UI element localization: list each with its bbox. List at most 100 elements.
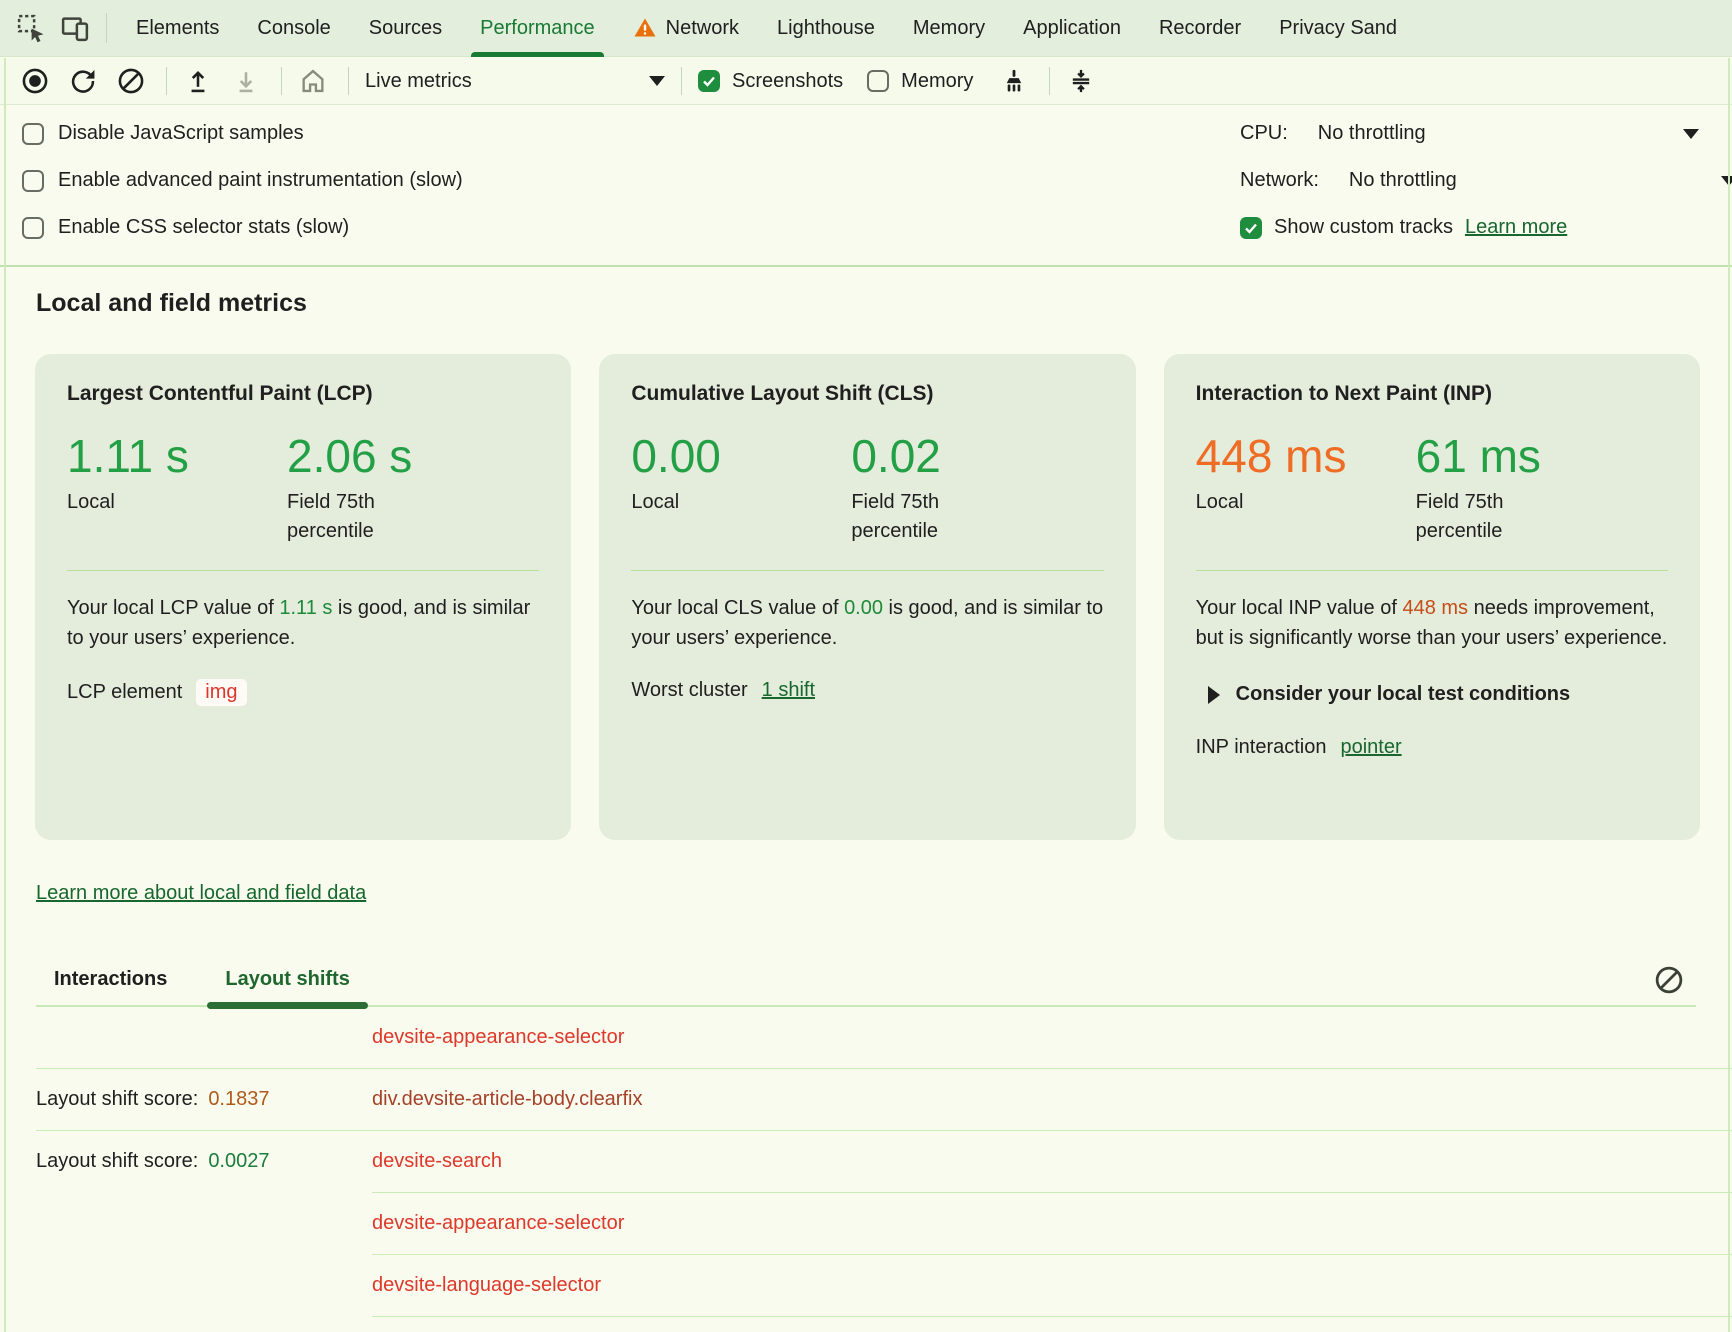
lcp-field-label: Field 75th percentile [287, 491, 375, 542]
row-divider [372, 1316, 1732, 1317]
tab-sources[interactable]: Sources [368, 16, 443, 39]
triangle-right-icon [1207, 685, 1220, 704]
inp-field-value: 61 ms [1415, 430, 1541, 482]
cls-local-value: 0.00 [631, 430, 721, 482]
view-mode-value: Live metrics [365, 69, 472, 92]
tab-performance[interactable]: Performance [461, 0, 614, 57]
inp-card-title: Interaction to Next Paint (INP) [1195, 382, 1493, 405]
node-link[interactable]: devsite-language-selector [372, 1274, 602, 1296]
clear-log-icon[interactable] [1654, 965, 1684, 995]
local-field-data-learn-more-link[interactable]: Learn more about local and field data [36, 882, 367, 904]
chevron-down-icon [1721, 176, 1732, 186]
node-link[interactable]: div.devsite-article-body.clearfix [372, 1088, 643, 1110]
collapse-sections-icon[interactable] [1066, 66, 1096, 96]
card-divider [631, 570, 1104, 571]
tab-elements[interactable]: Elements [136, 16, 220, 39]
inp-description: Your local INP value of 448 ms needs imp… [1195, 597, 1668, 649]
score-value: 0.1837 [208, 1088, 270, 1110]
toolbar-separator [281, 67, 282, 95]
download-profile-icon[interactable] [231, 66, 261, 96]
tab-lighthouse[interactable]: Lighthouse [777, 16, 875, 39]
card-divider [67, 570, 540, 571]
worst-cluster-link[interactable]: 1 shift [761, 679, 816, 701]
local-test-conditions-disclosure[interactable]: Consider your local test conditions [1196, 683, 1668, 706]
cpu-throttling-select[interactable]: CPU: No throttling [1240, 110, 1732, 157]
cpu-throttling-value: No throttling [1317, 122, 1426, 144]
performance-toolbar: Live metrics Screenshots Memory [0, 58, 1732, 105]
layout-shifts-table: devsite-appearance-selector Layout shift… [36, 1007, 1732, 1332]
advanced-paint-checkbox[interactable]: Enable advanced paint instrumentation (s… [0, 157, 1732, 204]
memory-checkbox[interactable]: Memory [867, 70, 973, 93]
card-divider [1195, 570, 1668, 571]
tab-memory[interactable]: Memory [912, 16, 986, 39]
inp-interaction-link[interactable]: pointer [1340, 736, 1402, 758]
lcp-element-label: LCP element [67, 681, 183, 703]
inspect-element-icon[interactable] [14, 11, 48, 45]
custom-tracks-row: Show custom tracks Learn more [1240, 204, 1732, 251]
row-divider [372, 1192, 1732, 1193]
node-link[interactable]: devsite-appearance-selector [372, 1026, 625, 1048]
table-row: devsite-appearance-selector [36, 1007, 1732, 1068]
score-label: Layout shift score: [36, 1150, 199, 1172]
garbage-collect-icon[interactable] [999, 66, 1029, 96]
lcp-local-label: Local [67, 491, 115, 513]
lcp-local-value: 1.11 s [67, 430, 189, 482]
tab-recorder[interactable]: Recorder [1158, 16, 1242, 39]
lcp-card-title: Largest Contentful Paint (LCP) [67, 382, 373, 405]
checkbox-checked-icon [1240, 216, 1262, 239]
node-link[interactable]: devsite-appearance-selector [372, 1212, 625, 1234]
table-row: div.devsite-floating-action-buttons [36, 1317, 1732, 1332]
network-throttling-value: No throttling [1348, 169, 1457, 191]
lcp-field-value: 2.06 s [287, 430, 413, 482]
score-label: Layout shift score: [36, 1088, 199, 1110]
checkbox-unchecked-icon [867, 70, 890, 92]
inp-field-label: Field 75th percentile [1415, 491, 1504, 542]
show-custom-tracks-checkbox[interactable]: Show custom tracks [1240, 216, 1453, 239]
home-icon[interactable] [298, 66, 328, 96]
checkbox-unchecked-icon [22, 169, 44, 192]
view-mode-select[interactable]: Live metrics [365, 70, 665, 93]
inp-local-value: 448 ms [1195, 430, 1347, 482]
toolbar-separator [348, 67, 349, 95]
cls-card-title: Cumulative Layout Shift (CLS) [631, 382, 934, 405]
panel-left-edge [4, 58, 6, 1332]
row-divider [372, 1254, 1732, 1255]
toolbar-separator [166, 67, 167, 95]
score-value: 0.0027 [208, 1150, 270, 1172]
custom-tracks-learn-more-link[interactable]: Learn more [1464, 216, 1568, 238]
row-divider [36, 1130, 1732, 1131]
table-row: devsite-appearance-selector [36, 1193, 1732, 1254]
clear-icon[interactable] [116, 66, 146, 96]
metric-cards: Largest Contentful Paint (LCP) 1.11 s Lo… [35, 354, 1700, 840]
record-icon[interactable] [20, 66, 50, 96]
cls-description: Your local CLS value of 0.00 is good, an… [631, 597, 1104, 649]
tab-privacy-sandbox[interactable]: Privacy Sand [1279, 16, 1398, 39]
tab-interactions[interactable]: Interactions [54, 968, 168, 990]
capture-settings: Disable JavaScript samples Enable advanc… [0, 106, 1732, 267]
panel-right-edge [1728, 58, 1730, 1332]
tab-layout-shifts[interactable]: Layout shifts [207, 968, 369, 1009]
upload-profile-icon[interactable] [183, 66, 213, 96]
logs-tab-strip: Interactions Layout shifts [36, 959, 1696, 1009]
disable-js-samples-checkbox[interactable]: Disable JavaScript samples [0, 110, 1732, 157]
tab-application[interactable]: Application [1023, 16, 1121, 39]
devtools-tabbar: Elements Console Sources Performance Net… [0, 0, 1732, 57]
reload-record-icon[interactable] [68, 66, 98, 96]
throttling-settings: CPU: No throttling Network: No throttlin… [1240, 110, 1732, 251]
inp-card: Interaction to Next Paint (INP) 448 ms L… [1163, 354, 1700, 840]
tabbar-separator [106, 13, 107, 43]
css-selector-stats-checkbox[interactable]: Enable CSS selector stats (slow) [0, 204, 1732, 251]
row-divider [36, 1068, 1732, 1069]
lcp-card: Largest Contentful Paint (LCP) 1.11 s Lo… [35, 354, 572, 840]
chevron-down-icon [1683, 129, 1699, 139]
page-title: Local and field metrics [36, 289, 307, 317]
table-row: devsite-language-selector [36, 1255, 1732, 1316]
node-link[interactable]: devsite-search [372, 1150, 503, 1172]
tab-network[interactable]: Network [614, 0, 758, 57]
device-toolbar-icon[interactable] [58, 11, 92, 45]
lcp-element-node-link[interactable]: img [196, 679, 247, 706]
network-throttling-select[interactable]: Network: No throttling [1240, 157, 1732, 204]
tab-console[interactable]: Console [257, 16, 331, 39]
table-row: Layout shift score: 0.0027 devsite-searc… [36, 1131, 1732, 1192]
screenshots-checkbox[interactable]: Screenshots [698, 70, 843, 93]
